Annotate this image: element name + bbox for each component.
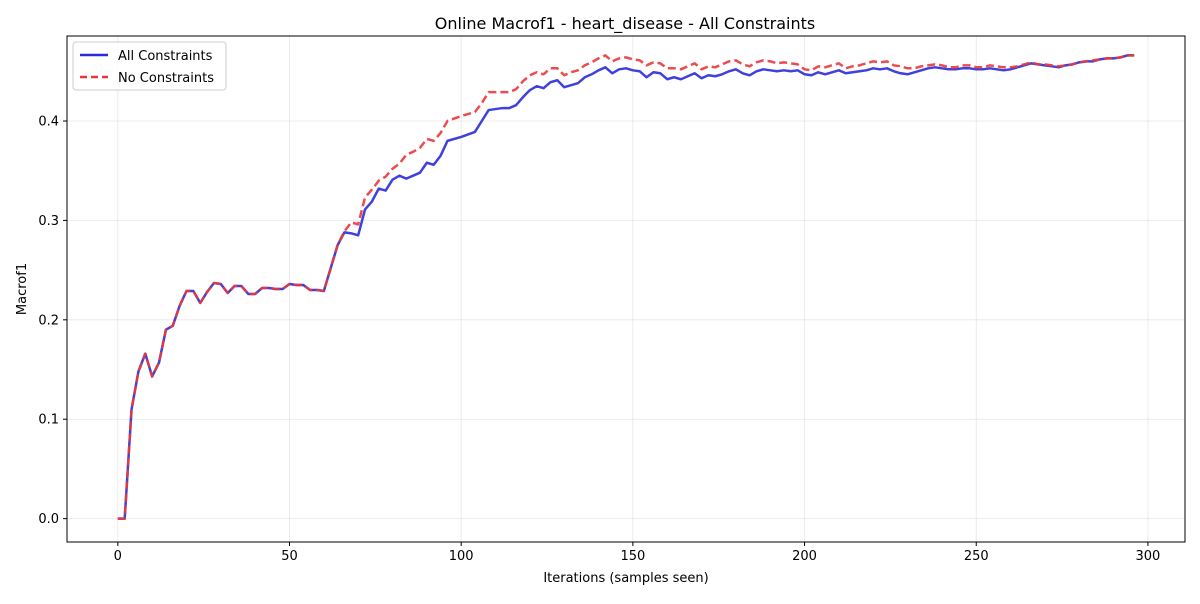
legend-label-no-constraints: No Constraints <box>118 71 214 86</box>
x-tick-label: 50 <box>281 549 298 564</box>
y-tick-label: 0.3 <box>38 214 59 229</box>
x-tick-label: 300 <box>1136 549 1161 564</box>
x-axis-label: Iterations (samples seen) <box>543 571 708 586</box>
y-tick-label: 0.0 <box>38 512 59 527</box>
y-tick-label: 0.1 <box>38 413 59 428</box>
series-line-no-constraints <box>117 54 1135 520</box>
y-axis-label: Macrof1 <box>15 263 30 315</box>
plot-frame <box>66 35 1186 543</box>
y-tick-label: 0.4 <box>38 114 59 129</box>
y-tick-label: 0.2 <box>38 313 59 328</box>
x-tick-label: 100 <box>449 549 474 564</box>
x-tick-label: 150 <box>620 549 645 564</box>
x-axis-ticks: 0 50 100 150 200 250 300 <box>114 542 1161 564</box>
legend-label-all-constraints: All Constraints <box>118 49 213 64</box>
grid <box>67 36 1185 542</box>
series-layer <box>117 54 1135 520</box>
y-axis-ticks: 0.0 0.1 0.2 0.3 0.4 <box>38 114 67 527</box>
x-tick-label: 250 <box>964 549 989 564</box>
x-tick-label: 200 <box>792 549 817 564</box>
chart-title: Online Macrof1 - heart_disease - All Con… <box>435 14 815 34</box>
x-tick-label: 0 <box>114 549 122 564</box>
legend: All Constraints No Constraints <box>72 41 227 91</box>
legend-box <box>72 41 227 91</box>
